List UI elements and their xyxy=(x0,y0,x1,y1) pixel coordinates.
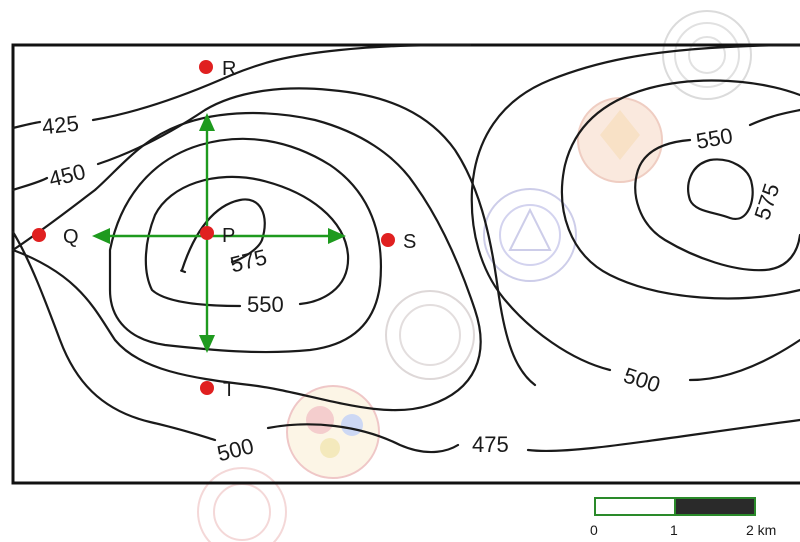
stamp-logo-5 xyxy=(286,385,380,479)
contour-label-425: 425 xyxy=(41,111,80,140)
direction-arrows xyxy=(92,113,346,353)
contour-525-right xyxy=(560,79,800,300)
arrowhead-east xyxy=(328,228,346,244)
scale-label-0: 0 xyxy=(590,522,598,538)
stamp-logo-3 xyxy=(483,188,577,282)
arrowhead-west xyxy=(92,228,110,244)
contour-label-550-right: 550 xyxy=(694,123,735,154)
point-label: R xyxy=(222,58,236,80)
contour-500-left xyxy=(11,111,482,412)
contour-label-450: 450 xyxy=(46,159,88,192)
contour-575-left xyxy=(180,198,266,274)
contour-550-right xyxy=(634,108,800,272)
point-marker xyxy=(381,233,395,247)
contour-label-575-right: 575 xyxy=(749,180,784,223)
point-T: T xyxy=(200,379,235,401)
stamp-logo-4 xyxy=(385,290,475,380)
point-Q: Q xyxy=(32,226,79,248)
contour-575-right xyxy=(687,158,754,221)
point-marker xyxy=(199,60,213,74)
contour-label-500-right: 500 xyxy=(621,362,664,397)
scale-segment-white xyxy=(594,497,676,516)
contour-550-left xyxy=(144,175,350,308)
contour-525 xyxy=(108,137,382,354)
watermark-stamps xyxy=(197,10,752,542)
point-S: S xyxy=(381,231,416,253)
contour-425 xyxy=(11,43,472,130)
point-marker xyxy=(200,226,214,240)
point-R: R xyxy=(199,58,236,80)
scale-segment-black xyxy=(674,497,756,516)
contour-450 xyxy=(11,87,537,387)
arrowhead-south xyxy=(199,335,215,353)
contour-475 xyxy=(11,230,800,454)
contour-label-500-bottom: 500 xyxy=(215,433,257,466)
contour-500-right xyxy=(470,43,800,382)
contour-lines xyxy=(11,43,800,454)
point-marker xyxy=(32,228,46,242)
point-marker xyxy=(200,381,214,395)
point-label: Q xyxy=(63,226,79,248)
contour-label-550-left: 550 xyxy=(247,292,284,317)
stamp-logo-1 xyxy=(662,10,752,100)
point-label: S xyxy=(403,231,416,253)
stamp-logo-2 xyxy=(577,97,663,183)
point-label: P xyxy=(222,225,235,247)
contour-label-475: 475 xyxy=(472,432,509,457)
scale-label-1: 1 xyxy=(670,522,678,538)
point-P: P xyxy=(200,225,235,247)
arrowhead-north xyxy=(199,113,215,131)
stamp-logo-6 xyxy=(197,467,287,542)
scale-bar: 0 1 2 km xyxy=(590,497,776,538)
point-label: T xyxy=(223,379,235,401)
contour-label-575-left: 575 xyxy=(228,244,270,277)
scale-label-2km: 2 km xyxy=(746,522,776,538)
